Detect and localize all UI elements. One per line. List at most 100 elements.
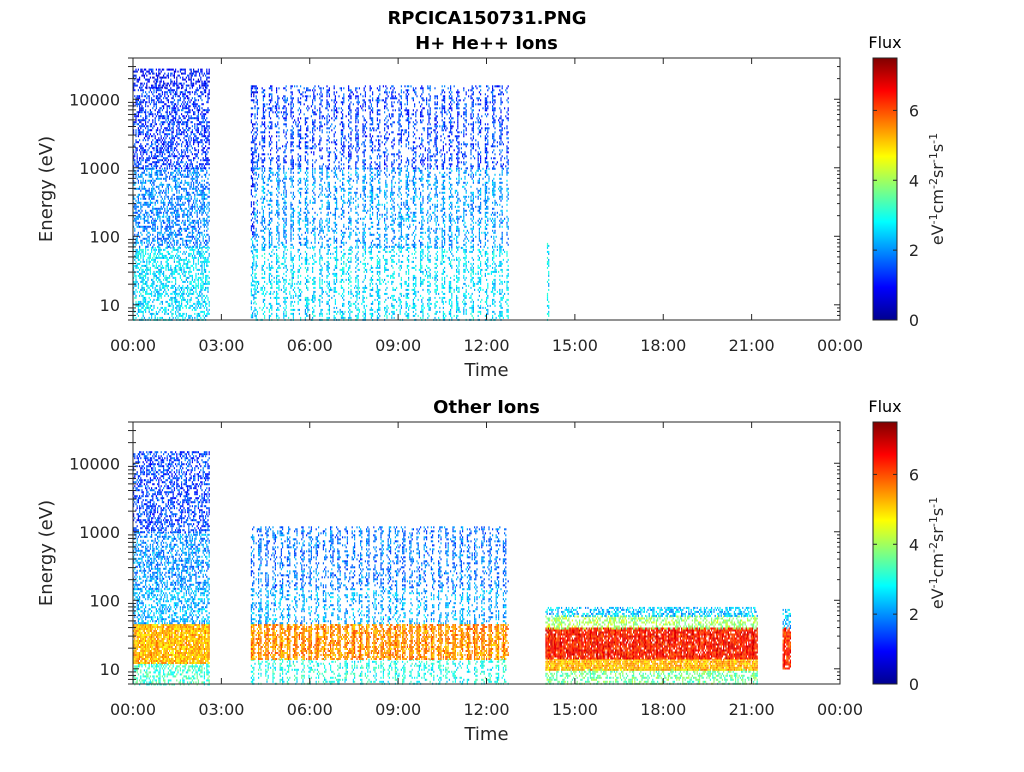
flux-cell	[200, 70, 202, 73]
flux-cell	[176, 185, 178, 188]
flux-cell	[139, 310, 141, 313]
flux-cell	[276, 211, 278, 214]
flux-cell	[142, 225, 144, 228]
flux-cell	[200, 133, 202, 136]
flux-cell	[206, 127, 208, 130]
flux-cell	[178, 215, 180, 218]
flux-cell	[145, 252, 147, 255]
flux-cell	[140, 181, 142, 184]
flux-cell	[169, 127, 171, 130]
flux-cell	[250, 302, 252, 305]
flux-cell	[278, 296, 280, 299]
flux-cell	[171, 213, 173, 216]
flux-cell	[262, 95, 264, 98]
flux-cell	[145, 282, 147, 285]
flux-cell	[184, 245, 186, 248]
flux-cell	[140, 87, 142, 90]
flux-cell	[183, 227, 185, 230]
flux-cell	[183, 260, 185, 263]
flux-cell	[200, 189, 202, 192]
flux-cell	[203, 310, 205, 313]
flux-cell	[133, 290, 135, 293]
flux-cell	[277, 229, 279, 232]
flux-cell	[142, 274, 144, 277]
flux-cell	[166, 68, 168, 71]
flux-cell	[151, 294, 153, 297]
flux-cell	[195, 284, 197, 287]
flux-cell	[278, 191, 280, 194]
flux-cell	[176, 131, 178, 134]
flux-cell	[202, 135, 204, 138]
data-segment-3	[254, 85, 509, 321]
flux-cell	[292, 159, 294, 162]
flux-cell	[190, 161, 192, 164]
flux-cell	[170, 173, 172, 176]
flux-cell	[157, 171, 159, 174]
flux-cell	[208, 195, 210, 198]
flux-cell	[268, 241, 270, 244]
flux-cell	[176, 248, 178, 251]
flux-cell	[165, 237, 167, 240]
flux-cell	[141, 155, 143, 158]
flux-cell	[135, 139, 137, 142]
flux-cell	[165, 290, 167, 293]
flux-cell	[165, 187, 167, 190]
flux-cell	[145, 135, 147, 138]
flux-cell	[160, 223, 162, 226]
flux-cell	[199, 205, 201, 208]
flux-cell	[285, 177, 287, 180]
flux-cell	[167, 229, 169, 232]
flux-cell	[254, 248, 256, 251]
flux-cell	[197, 167, 199, 170]
flux-cell	[206, 161, 208, 164]
flux-cell	[171, 187, 173, 190]
flux-cell	[158, 276, 160, 279]
flux-cell	[199, 235, 201, 238]
flux-cell	[158, 177, 160, 180]
flux-cell	[178, 171, 180, 174]
flux-cell	[284, 159, 286, 162]
flux-cell	[254, 300, 256, 303]
flux-cell	[177, 272, 179, 275]
flux-cell	[157, 211, 159, 214]
flux-cell	[207, 211, 209, 214]
flux-cell	[177, 181, 179, 184]
flux-cell	[196, 185, 198, 188]
flux-cell	[201, 278, 203, 281]
flux-cell	[133, 248, 135, 251]
flux-cell	[170, 155, 172, 158]
flux-cell	[135, 135, 137, 138]
flux-cell	[171, 201, 173, 204]
flux-cell	[175, 235, 177, 238]
flux-cell	[172, 272, 174, 275]
flux-cell	[184, 262, 186, 265]
flux-cell	[137, 119, 139, 122]
flux-cell	[195, 91, 197, 94]
flux-cell	[184, 70, 186, 73]
flux-cell	[167, 276, 169, 279]
flux-cell	[140, 125, 142, 128]
flux-cell	[193, 231, 195, 234]
flux-cell	[148, 95, 150, 98]
flux-cell	[206, 246, 208, 249]
flux-cell	[136, 252, 138, 255]
flux-cell	[143, 282, 145, 285]
flux-cell	[161, 219, 163, 222]
flux-cell	[185, 87, 187, 90]
flux-cell	[268, 310, 270, 313]
flux-cell	[276, 143, 278, 146]
flux-cell	[191, 72, 193, 75]
flux-cell	[155, 163, 157, 166]
flux-cell	[177, 74, 179, 77]
flux-cell	[268, 231, 270, 234]
flux-cell	[206, 121, 208, 124]
flux-cell	[176, 89, 178, 92]
flux-cell	[278, 179, 280, 182]
flux-cell	[161, 123, 163, 126]
flux-cell	[145, 127, 147, 130]
flux-cell	[157, 217, 159, 220]
flux-cell	[188, 115, 190, 118]
flux-cell	[261, 131, 263, 134]
flux-cell	[203, 109, 205, 112]
